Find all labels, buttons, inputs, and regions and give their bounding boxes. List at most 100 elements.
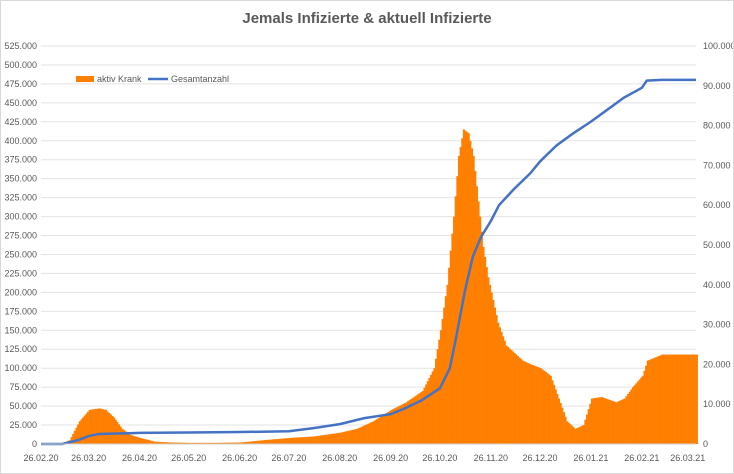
bar bbox=[105, 409, 107, 444]
bar bbox=[167, 442, 170, 444]
bar bbox=[192, 442, 194, 444]
bar bbox=[157, 441, 160, 444]
bar bbox=[288, 437, 291, 444]
bar bbox=[190, 442, 193, 444]
bar bbox=[676, 354, 679, 444]
bar bbox=[643, 370, 646, 444]
bar bbox=[318, 435, 321, 444]
bar bbox=[144, 439, 147, 444]
bar bbox=[687, 354, 690, 444]
bar bbox=[170, 442, 173, 444]
y-left-tick-label: 450.000 bbox=[4, 98, 37, 108]
bar bbox=[387, 411, 390, 444]
bar bbox=[162, 442, 165, 444]
bar bbox=[586, 414, 588, 444]
bar bbox=[410, 398, 413, 444]
bar bbox=[313, 436, 316, 444]
line-series-gesamtanzahl bbox=[41, 78, 696, 446]
bar bbox=[96, 408, 99, 444]
bar bbox=[234, 442, 237, 444]
bar bbox=[487, 277, 490, 444]
bar bbox=[540, 368, 542, 444]
x-tick-label: 26.03.20 bbox=[71, 453, 106, 463]
bar bbox=[267, 439, 270, 444]
bar bbox=[499, 327, 501, 444]
bar bbox=[269, 439, 272, 444]
bar bbox=[380, 416, 383, 444]
bar bbox=[610, 400, 613, 444]
bar bbox=[581, 425, 584, 444]
y-left-tick-label: 200.000 bbox=[4, 287, 37, 297]
bar bbox=[95, 408, 98, 444]
bar bbox=[292, 437, 295, 444]
y-left-tick-label: 375.000 bbox=[4, 155, 37, 165]
bar bbox=[484, 257, 487, 444]
bar bbox=[561, 407, 564, 444]
bar bbox=[543, 370, 546, 444]
bar bbox=[476, 186, 478, 444]
bar bbox=[303, 437, 306, 444]
bar bbox=[612, 401, 615, 444]
bar bbox=[370, 422, 373, 444]
y-left-tick-label: 525.000 bbox=[4, 41, 37, 51]
bar bbox=[101, 409, 104, 444]
bar bbox=[416, 394, 419, 444]
bar bbox=[338, 432, 341, 444]
bar bbox=[343, 431, 345, 444]
bar bbox=[413, 396, 416, 444]
bar bbox=[433, 368, 436, 444]
bar bbox=[150, 440, 153, 444]
bar bbox=[195, 442, 198, 444]
bar bbox=[397, 406, 400, 444]
bar bbox=[500, 331, 503, 444]
bar bbox=[206, 442, 209, 444]
bar bbox=[415, 395, 418, 444]
bar bbox=[142, 438, 145, 444]
bar bbox=[576, 428, 579, 444]
bar bbox=[587, 409, 590, 444]
bar bbox=[351, 429, 354, 444]
bar bbox=[477, 201, 480, 444]
bar bbox=[382, 415, 385, 444]
bar bbox=[451, 233, 454, 444]
bar bbox=[469, 140, 472, 444]
bar bbox=[86, 411, 89, 444]
bar bbox=[231, 442, 234, 444]
bar bbox=[224, 442, 227, 444]
bar bbox=[508, 348, 511, 444]
bar bbox=[677, 354, 680, 444]
bar bbox=[155, 441, 158, 444]
bar bbox=[431, 371, 434, 444]
bar bbox=[673, 354, 675, 444]
bar bbox=[249, 441, 252, 444]
bar bbox=[682, 354, 685, 444]
bar bbox=[392, 409, 395, 444]
y-left-tick-label: 275.000 bbox=[4, 231, 37, 241]
bar bbox=[664, 354, 667, 444]
bar bbox=[564, 416, 567, 444]
bar bbox=[131, 435, 134, 444]
legend-swatch-aktiv-krank bbox=[76, 76, 94, 82]
bar bbox=[111, 415, 114, 444]
legend-label-aktiv-krank: aktiv Krank bbox=[97, 74, 142, 84]
bar bbox=[331, 433, 334, 444]
x-tick-label: 26.08.20 bbox=[322, 453, 357, 463]
bar bbox=[349, 430, 352, 444]
bar bbox=[679, 354, 682, 444]
bar bbox=[403, 403, 406, 444]
bar bbox=[185, 442, 188, 444]
bar bbox=[300, 437, 303, 444]
bar bbox=[426, 381, 429, 444]
bar bbox=[466, 131, 469, 445]
bar bbox=[674, 354, 677, 444]
bar bbox=[559, 403, 562, 444]
bar bbox=[528, 363, 531, 444]
bar bbox=[420, 392, 423, 444]
bar bbox=[90, 409, 93, 444]
bar bbox=[430, 374, 432, 444]
bar bbox=[257, 440, 260, 444]
bar bbox=[83, 415, 86, 444]
y-right-tick-label: 20.000 bbox=[703, 359, 731, 369]
bar bbox=[443, 307, 446, 444]
bar bbox=[592, 398, 595, 444]
